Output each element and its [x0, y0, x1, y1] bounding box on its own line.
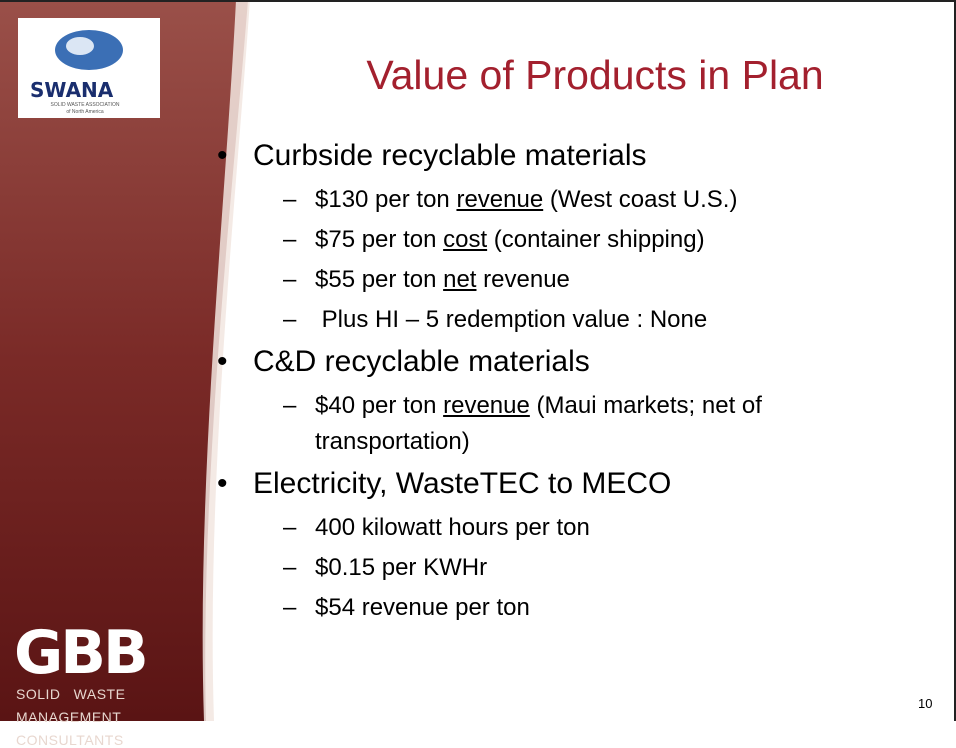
bullet-dot: •: [217, 467, 228, 500]
gbb-line: MANAGEMENT: [16, 709, 122, 725]
sub-dash: –: [283, 226, 297, 253]
sub-text: $130 per ton: [315, 186, 457, 213]
sub-item: – $54 revenue per ton: [213, 590, 815, 626]
gbb-line: CONSULTANTS: [16, 732, 124, 748]
sub-item: – $75 per ton cost (container shipping): [213, 222, 815, 258]
swana-line: of North America: [66, 109, 104, 115]
sub-text: 400 kilowatt hours per ton: [315, 514, 590, 541]
bullet-text: Electricity, WasteTEC to MECO: [253, 467, 672, 500]
sub-item: – $55 per ton net revenue: [213, 262, 815, 298]
sub-item: –400 kilowatt hours per ton: [213, 510, 815, 546]
sub-text: $75 per ton: [315, 226, 444, 253]
sub-text: (Maui markets; net of transportation): [315, 392, 769, 455]
sub-dash: –: [283, 266, 297, 293]
sub-text: Plus HI – 5 redemption value : None: [315, 306, 708, 333]
globe-land: [66, 37, 94, 55]
sub-item: – $40 per ton revenue (Maui markets; net …: [213, 388, 815, 460]
sub-text: revenue: [456, 186, 544, 213]
bullet-dot: •: [217, 345, 228, 378]
gbb-line: SOLID WASTE: [16, 686, 126, 702]
slide-title: Value of Products in Plan: [366, 52, 824, 98]
bullet: • C&D recyclable materials: [213, 340, 933, 384]
sub-text: (container shipping): [487, 226, 705, 253]
sub-text: (West coast U.S.): [543, 186, 738, 213]
side-panel: [0, 0, 248, 721]
gbb-name: GBB: [14, 618, 149, 688]
sub-text: $40 per ton: [315, 392, 444, 419]
sub-text: revenue: [476, 266, 570, 293]
sub-dash: –: [283, 186, 297, 213]
sub-dash: –: [283, 514, 297, 541]
sub-text: revenue: [443, 392, 530, 419]
sub-text: cost: [443, 226, 488, 253]
swana-name: SWANA: [30, 78, 114, 102]
bullet-text: Curbside recyclable materials: [253, 139, 647, 172]
bullet: • Electricity, WasteTEC to MECO: [213, 462, 933, 506]
sub-dash: –: [283, 306, 297, 333]
sub-item: – $130 per ton revenue (West coast U.S.): [213, 182, 815, 218]
bullet-dot: •: [217, 139, 228, 172]
page-number: 10: [918, 696, 933, 711]
bullet: • Curbside recyclable materials: [213, 134, 933, 178]
sub-text: $55 per ton: [315, 266, 444, 293]
bullet-list: • Curbside recyclable materials – $130 per …: [213, 132, 933, 626]
sub-text: net: [443, 266, 477, 293]
sub-item: – Plus HI – 5 redemption value : None: [213, 302, 815, 338]
sub-dash: –: [283, 392, 297, 419]
curve-highlight: [202, 0, 250, 721]
sub-text: $0.15 per KWHr: [315, 554, 488, 581]
swana-line: SOLID WASTE ASSOCIATION: [50, 102, 120, 108]
sub-text: $54 revenue per ton: [315, 594, 530, 621]
bullet-text: C&D recyclable materials: [253, 345, 590, 378]
sub-dash: –: [283, 554, 297, 581]
sub-item: – $0.15 per KWHr: [213, 550, 815, 586]
sub-dash: –: [283, 594, 297, 621]
background: [0, 0, 956, 721]
